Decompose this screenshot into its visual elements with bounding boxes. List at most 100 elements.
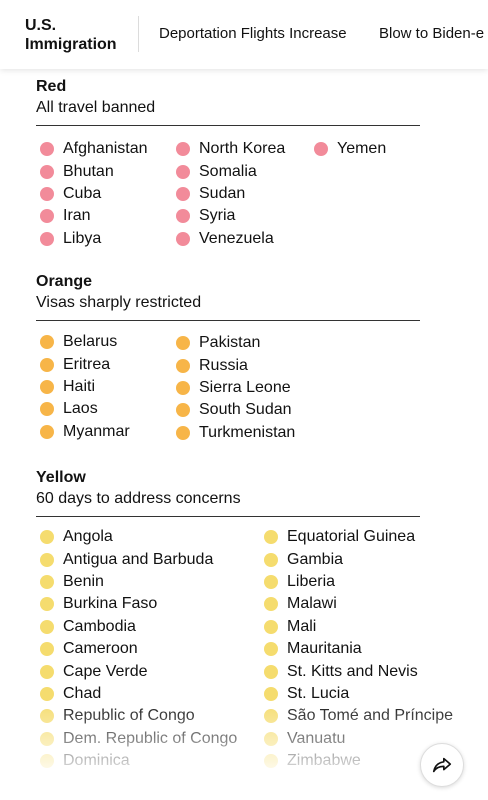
status-dot-icon bbox=[264, 619, 278, 634]
country-item: Eritrea bbox=[40, 353, 130, 375]
country-column: Afghanistan Bhutan Cuba Iran Libya bbox=[40, 138, 148, 250]
country-name: São Tomé and Príncipe bbox=[287, 707, 454, 725]
brand-line-1: U.S. bbox=[25, 17, 57, 34]
country-name: Cambodia bbox=[63, 617, 136, 635]
country-name: Antigua and Barbuda bbox=[63, 550, 214, 568]
country-item: Sierra Leone bbox=[176, 377, 295, 399]
status-dot-icon bbox=[40, 357, 54, 372]
status-dot-icon bbox=[40, 231, 54, 246]
status-dot-icon bbox=[264, 731, 278, 746]
country-item: Liberia bbox=[264, 571, 453, 593]
country-item: Iran bbox=[40, 205, 148, 227]
status-dot-icon bbox=[176, 142, 190, 157]
country-name: Haiti bbox=[63, 377, 96, 395]
section-brand-link[interactable]: U.S. Immigration bbox=[25, 16, 135, 54]
brand-line-2: Immigration bbox=[25, 36, 117, 53]
country-name: St. Lucia bbox=[287, 684, 350, 702]
status-dot-icon bbox=[40, 754, 54, 769]
country-name: Vanuatu bbox=[287, 729, 346, 747]
country-item: Equatorial Guinea bbox=[264, 526, 453, 548]
nav-divider bbox=[138, 16, 139, 52]
status-dot-icon bbox=[40, 731, 54, 746]
country-name: South Sudan bbox=[199, 401, 292, 419]
status-dot-icon bbox=[40, 402, 54, 417]
country-item: Afghanistan bbox=[40, 138, 148, 160]
country-name: Zimbabwe bbox=[287, 752, 361, 770]
country-name: St. Kitts and Nevis bbox=[287, 662, 418, 680]
country-column: Belarus Eritrea Haiti Laos Myanmar bbox=[40, 331, 130, 443]
country-item: St. Lucia bbox=[264, 683, 453, 705]
country-name: Sierra Leone bbox=[199, 378, 291, 396]
country-name: Gambia bbox=[287, 550, 344, 568]
status-dot-icon bbox=[176, 164, 190, 179]
nav-link-blow-to-biden[interactable]: Blow to Biden-e bbox=[379, 25, 485, 42]
section-title: Orange bbox=[36, 273, 93, 290]
share-arrow-icon bbox=[432, 757, 452, 773]
section-title: Yellow bbox=[36, 469, 86, 486]
country-item: Belarus bbox=[40, 331, 130, 353]
top-navigation-bar: U.S. Immigration Deportation Flights Inc… bbox=[0, 0, 488, 69]
country-item: Republic of Congo bbox=[40, 705, 237, 727]
status-dot-icon bbox=[264, 642, 278, 657]
country-name: Afghanistan bbox=[63, 140, 148, 158]
country-name: Iran bbox=[63, 207, 91, 225]
country-name: Belarus bbox=[63, 333, 118, 351]
country-item: Pakistan bbox=[176, 332, 295, 354]
status-dot-icon bbox=[264, 574, 278, 589]
country-name: Sudan bbox=[199, 184, 246, 202]
status-dot-icon bbox=[40, 530, 54, 545]
country-item: Venezuela bbox=[176, 228, 285, 250]
country-item: Angola bbox=[40, 526, 237, 548]
status-dot-icon bbox=[176, 231, 190, 246]
country-item: Bhutan bbox=[40, 160, 148, 182]
country-name: Liberia bbox=[287, 572, 336, 590]
section-divider bbox=[36, 516, 420, 517]
country-item: Dominica bbox=[40, 750, 237, 772]
country-name: Somalia bbox=[199, 162, 257, 180]
country-item: Mali bbox=[264, 616, 453, 638]
section-orange: Orange Visas sharply restricted Belarus E… bbox=[36, 272, 456, 441]
country-item: Gambia bbox=[264, 548, 453, 570]
country-item: Sudan bbox=[176, 183, 285, 205]
country-item: São Tomé and Príncipe bbox=[264, 705, 453, 727]
country-item: Cape Verde bbox=[40, 660, 237, 682]
status-dot-icon bbox=[264, 597, 278, 612]
share-button[interactable] bbox=[420, 743, 464, 787]
country-item: Malawi bbox=[264, 593, 453, 615]
country-item: Haiti bbox=[40, 376, 130, 398]
country-column: Pakistan Russia Sierra Leone South Sudan Tur… bbox=[176, 332, 295, 444]
section-divider bbox=[36, 320, 420, 321]
country-item: Laos bbox=[40, 398, 130, 420]
nav-link-deportation-flights[interactable]: Deportation Flights Increase bbox=[159, 25, 347, 42]
status-dot-icon bbox=[40, 335, 54, 350]
country-name: Yemen bbox=[337, 140, 387, 158]
country-item: Dem. Republic of Congo bbox=[40, 728, 237, 750]
status-dot-icon bbox=[40, 164, 54, 179]
status-dot-icon bbox=[40, 709, 54, 724]
country-name: Mali bbox=[287, 617, 317, 635]
status-dot-icon bbox=[176, 425, 190, 440]
status-dot-icon bbox=[264, 552, 278, 567]
country-item: Vanuatu bbox=[264, 728, 453, 750]
country-name: Pakistan bbox=[199, 334, 261, 352]
country-item: Russia bbox=[176, 354, 295, 376]
country-item: St. Kitts and Nevis bbox=[264, 660, 453, 682]
status-dot-icon bbox=[40, 186, 54, 201]
country-item: Myanmar bbox=[40, 421, 130, 443]
country-column: Angola Antigua and Barbuda Benin Burkina Fa… bbox=[40, 526, 237, 772]
country-column: North Korea Somalia Sudan Syria Venezuela bbox=[176, 138, 285, 250]
country-item: Cambodia bbox=[40, 616, 237, 638]
status-dot-icon bbox=[176, 358, 190, 373]
country-item: Benin bbox=[40, 571, 237, 593]
status-dot-icon bbox=[264, 664, 278, 679]
country-name: Myanmar bbox=[63, 422, 130, 440]
country-name: Eritrea bbox=[63, 355, 111, 373]
country-name: Mauritania bbox=[287, 640, 362, 658]
country-item: South Sudan bbox=[176, 399, 295, 421]
country-item: North Korea bbox=[176, 138, 285, 160]
country-name: Benin bbox=[63, 572, 104, 590]
country-name: Cameroon bbox=[63, 640, 138, 658]
country-item: Antigua and Barbuda bbox=[40, 548, 237, 570]
status-dot-icon bbox=[314, 142, 328, 157]
status-dot-icon bbox=[264, 754, 278, 769]
